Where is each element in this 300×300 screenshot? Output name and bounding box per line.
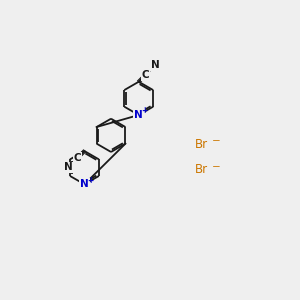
Text: Br: Br [195, 138, 208, 151]
Text: C: C [74, 153, 81, 163]
Text: C: C [142, 70, 149, 80]
Text: N: N [80, 179, 89, 189]
Text: −: − [212, 162, 220, 172]
Text: N: N [64, 162, 73, 172]
Text: Br: Br [195, 164, 208, 176]
Text: +: + [141, 106, 148, 115]
Text: N: N [151, 60, 159, 70]
Text: +: + [87, 176, 93, 184]
Text: −: − [212, 136, 220, 146]
Text: N: N [134, 110, 143, 120]
